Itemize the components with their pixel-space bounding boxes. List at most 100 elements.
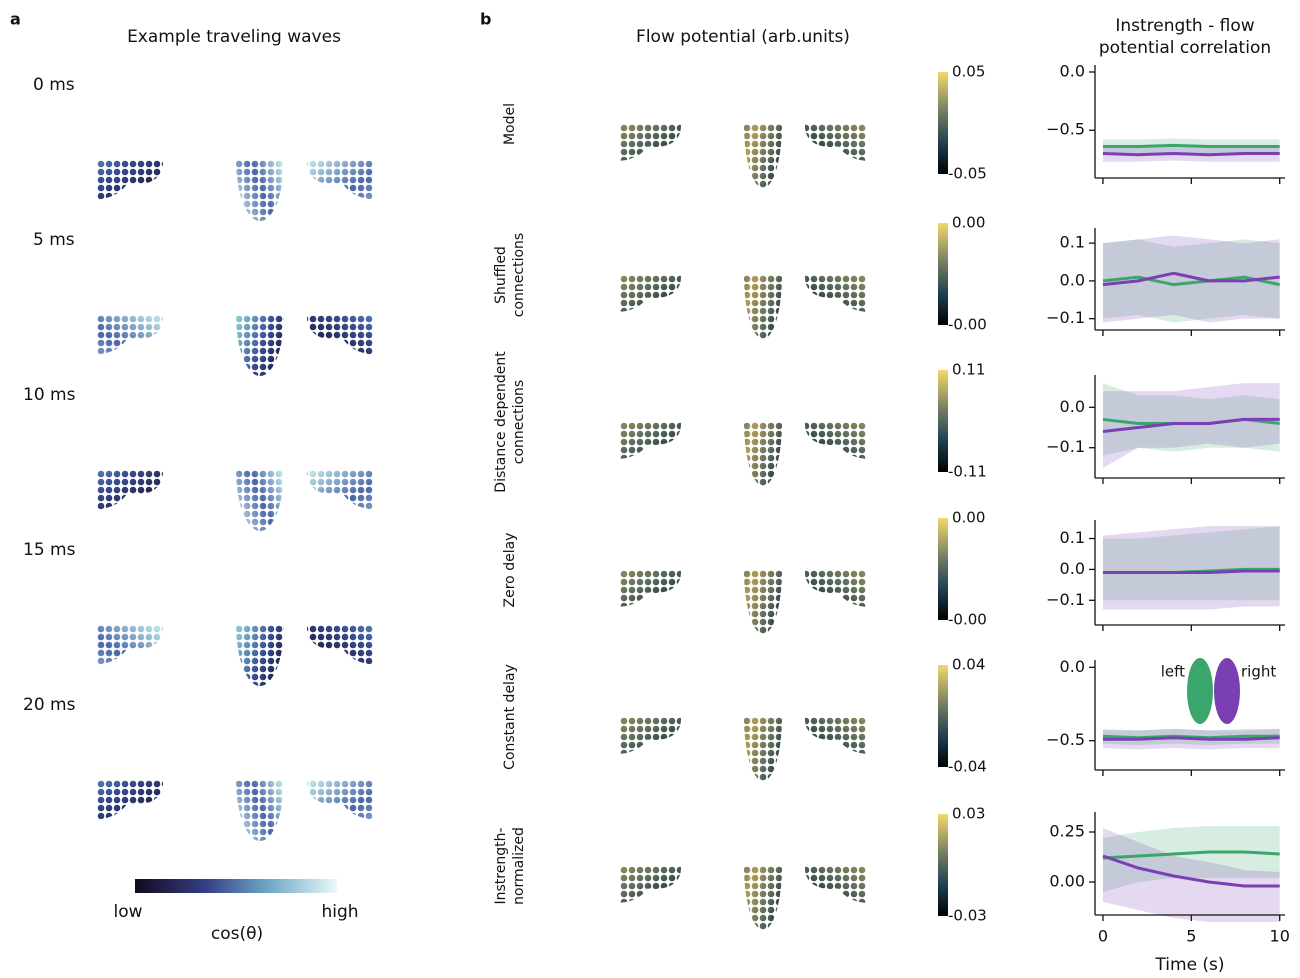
time-label: 0 ms <box>33 75 75 95</box>
time-label: 20 ms <box>23 695 76 715</box>
brain-surface <box>307 426 439 510</box>
brain-lateral <box>559 529 681 607</box>
row-label: connections <box>511 380 527 464</box>
brain-surface <box>559 381 681 459</box>
row-label: connections <box>511 233 527 317</box>
colorbar-min: -0.05 <box>948 165 987 183</box>
panel-title: Example traveling waves <box>127 27 341 47</box>
brain-lateral <box>307 581 439 665</box>
band <box>1103 526 1280 609</box>
colorbar-max: 0.11 <box>952 361 985 379</box>
brain-surface <box>805 529 927 607</box>
colorbar-max: 0.00 <box>952 509 985 527</box>
brain-surface <box>307 271 439 355</box>
legend-swatch <box>1214 658 1240 724</box>
brain-surface <box>31 116 163 200</box>
brain-lateral <box>31 271 163 355</box>
colorbar-min: -0.00 <box>948 611 987 629</box>
column-title: potential correlation <box>1099 38 1271 58</box>
hemisphere <box>704 60 742 188</box>
hemisphere <box>704 358 742 486</box>
colorbar <box>938 370 948 472</box>
hemisphere <box>236 99 284 221</box>
brain-top <box>186 99 284 221</box>
brain-top <box>704 506 782 634</box>
hemisphere <box>744 802 782 930</box>
brain-top <box>186 719 284 841</box>
brain-lateral <box>31 116 163 200</box>
hemisphere <box>704 802 742 930</box>
y-tick-label: −0.1 <box>1046 590 1085 609</box>
brain-lateral <box>805 83 927 161</box>
brain-top <box>704 211 782 339</box>
brain-lateral <box>559 83 681 161</box>
panel-title: Flow potential (arb.units) <box>636 27 850 47</box>
hemisphere <box>744 211 782 339</box>
hemisphere <box>186 254 234 376</box>
brain-surface <box>805 234 927 312</box>
row-label: Distance dependent <box>493 351 509 493</box>
hemisphere <box>744 60 782 188</box>
y-tick-label: −0.1 <box>1046 437 1085 456</box>
y-tick-label: 0.0 <box>1060 657 1085 676</box>
brain-surface <box>805 381 927 459</box>
brain-surface <box>307 116 439 200</box>
hemisphere <box>704 506 742 634</box>
row-label: normalized <box>511 827 527 905</box>
hemisphere <box>186 99 234 221</box>
colorbar <box>938 223 948 325</box>
brain-lateral <box>559 234 681 312</box>
colorbar <box>938 72 948 174</box>
row-label: Zero delay <box>502 533 518 608</box>
x-tick-label: 5 <box>1186 927 1196 946</box>
hemisphere <box>236 409 284 531</box>
column-title: Instrength - flow <box>1115 16 1254 36</box>
brain-surface <box>805 676 927 754</box>
line <box>1103 145 1280 146</box>
colorbar-label: cos(θ) <box>211 924 263 944</box>
colorbar-max: 0.00 <box>952 214 985 232</box>
colorbar-min: -0.04 <box>948 758 987 776</box>
x-tick-label: 10 <box>1270 927 1290 946</box>
colorbar <box>938 665 948 767</box>
brain-top <box>704 653 782 781</box>
hemisphere <box>236 719 284 841</box>
colorbar-min: -0.11 <box>948 463 987 481</box>
band <box>1103 383 1280 468</box>
hemisphere <box>744 358 782 486</box>
line <box>1103 571 1280 573</box>
brain-lateral <box>559 676 681 754</box>
row-label: Model <box>502 103 518 145</box>
brain-lateral <box>31 736 163 820</box>
hemisphere <box>236 254 284 376</box>
legend-swatch <box>1187 658 1213 724</box>
time-label: 10 ms <box>23 385 76 405</box>
brain-surface <box>31 581 163 665</box>
brain-lateral <box>31 426 163 510</box>
hemisphere <box>704 653 742 781</box>
line <box>1103 154 1280 155</box>
legend-label: left <box>1161 663 1185 681</box>
colorbar-min: -0.03 <box>948 907 987 925</box>
brain-lateral <box>307 116 439 200</box>
brain-surface <box>307 736 439 820</box>
row-label: Shuffled <box>493 246 509 304</box>
y-tick-label: −0.5 <box>1046 120 1085 139</box>
y-tick-label: −0.1 <box>1046 308 1085 327</box>
colorbar-max: 0.03 <box>952 805 985 823</box>
x-axis-label: Time (s) <box>1154 955 1224 975</box>
brain-top <box>704 802 782 930</box>
brain-surface <box>559 529 681 607</box>
brain-lateral <box>559 381 681 459</box>
colorbar <box>938 518 948 620</box>
brain-surface <box>559 83 681 161</box>
time-label: 5 ms <box>33 230 75 250</box>
y-tick-label: 0.25 <box>1049 822 1085 841</box>
row-label: Instrength- <box>493 827 509 904</box>
hemisphere <box>744 506 782 634</box>
colorbar <box>938 814 948 916</box>
brain-top <box>186 564 284 686</box>
y-tick-label: 0.1 <box>1060 528 1085 547</box>
brain-top <box>704 358 782 486</box>
brain-surface <box>805 825 927 903</box>
